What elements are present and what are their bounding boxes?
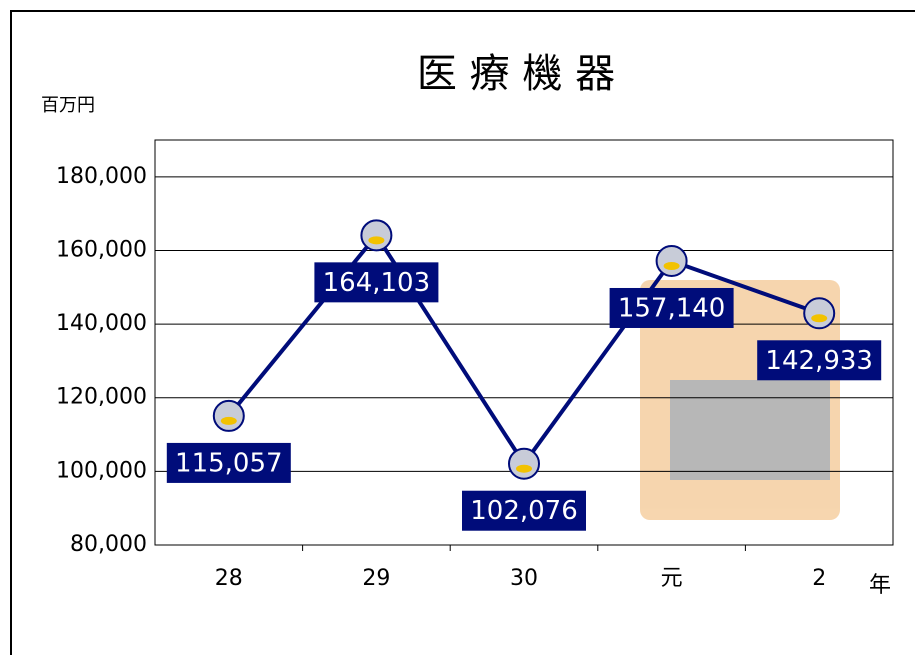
y-unit: 百万円	[41, 95, 95, 116]
value-label: 157,140	[618, 293, 726, 323]
marker	[212, 399, 245, 432]
marker-face	[220, 416, 237, 425]
x-tick-label: 2	[812, 566, 826, 591]
x-tick-label: 29	[362, 566, 390, 591]
frame	[10, 10, 915, 655]
value-label: 102,076	[470, 496, 578, 526]
marker	[803, 297, 836, 330]
value-label-box	[166, 442, 291, 483]
value-label: 115,057	[175, 448, 283, 478]
x-tick-label: 元	[661, 566, 683, 591]
x-tick-label: 30	[510, 566, 538, 591]
marker	[508, 447, 540, 480]
value-label-box	[609, 287, 734, 328]
y-tick-label: 120,000	[56, 385, 147, 410]
marker	[360, 219, 393, 252]
chart-title: 医 療 機 器	[417, 51, 615, 97]
y-tick-label: 80,000	[70, 532, 147, 557]
x-tick-label: 28	[215, 566, 243, 591]
decoration	[640, 280, 840, 520]
value-label-box	[757, 340, 882, 381]
marker-face	[663, 261, 680, 270]
marker-face	[368, 236, 385, 245]
marker-face	[811, 314, 828, 323]
y-tick-label: 100,000	[56, 458, 147, 483]
value-label: 142,933	[765, 346, 873, 376]
value-label-box	[462, 490, 586, 531]
marker-face	[516, 464, 532, 473]
value-label-box	[314, 262, 439, 303]
marker	[655, 244, 688, 277]
x-unit: 年	[869, 573, 891, 598]
y-tick-label: 140,000	[56, 311, 147, 336]
value-label: 164,103	[323, 268, 431, 298]
y-tick-label: 180,000	[56, 164, 147, 189]
y-tick-label: 160,000	[56, 237, 147, 262]
